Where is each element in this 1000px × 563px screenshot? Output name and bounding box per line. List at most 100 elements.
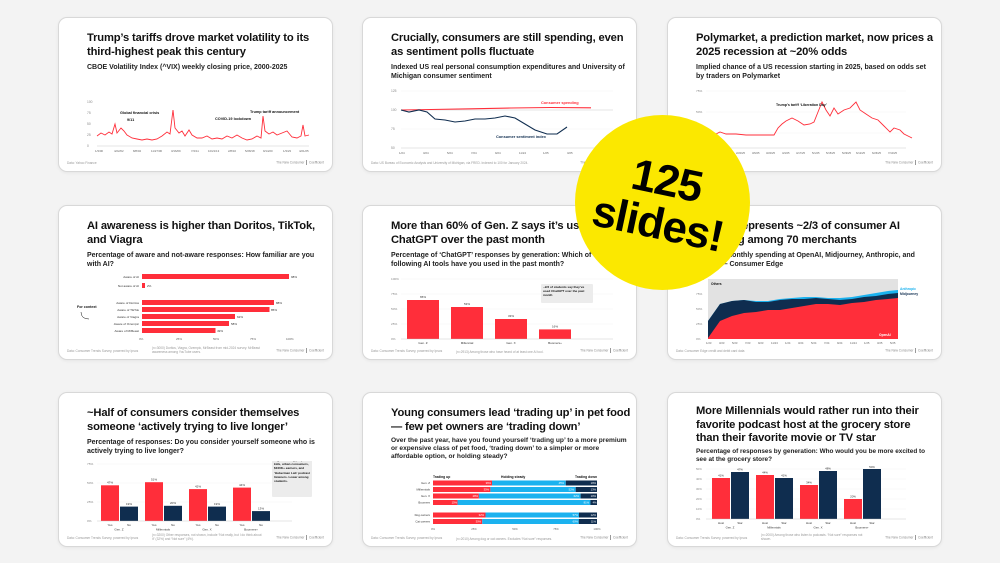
svg-text:2/20/25: 2/20/25	[736, 151, 745, 155]
slide-title: More Millennials would rather run into t…	[696, 405, 919, 444]
svg-text:7/23: 7/23	[745, 341, 751, 345]
slide-title: Trump’s tariffs drove market volatility …	[87, 32, 310, 58]
svg-text:Aware of Viagra: Aware of Viagra	[117, 315, 139, 319]
students-callout: ~2/3 of students say they’ve used ChatGP…	[543, 285, 585, 297]
svg-text:Others: Others	[711, 282, 722, 286]
svg-text:15%: 15%	[452, 501, 458, 505]
spending-line-chart: 125 100 75 50 Consumer spending Consumer se…	[391, 89, 613, 155]
svg-text:Boomers+: Boomers+	[548, 341, 562, 345]
svg-text:7/10/25: 7/10/25	[888, 151, 897, 155]
svg-text:60%: 60%	[573, 520, 579, 524]
slide-title: ~Half of consumers consider themselves s…	[87, 407, 300, 433]
svg-text:50%: 50%	[512, 527, 518, 531]
svg-text:2/8/16: 2/8/16	[228, 149, 236, 153]
svg-text:40%: 40%	[696, 477, 702, 481]
slide-subtitle: Over the past year, have you found yours…	[391, 437, 627, 460]
svg-text:16%: 16%	[552, 325, 558, 329]
svg-text:28%: 28%	[473, 494, 479, 498]
live-longer-bar-chart: 75%50%25%0% 47%19% 51%20% 42%19% 44%13% …	[87, 461, 312, 532]
svg-text:50%: 50%	[869, 466, 875, 469]
svg-text:10%: 10%	[591, 494, 597, 498]
svg-text:81%: 81%	[584, 501, 590, 505]
svg-text:19%: 19%	[591, 481, 597, 485]
svg-text:1/25: 1/25	[543, 151, 549, 155]
svg-text:50: 50	[87, 122, 91, 126]
svg-text:88%: 88%	[276, 301, 282, 305]
svg-text:53%: 53%	[464, 302, 470, 306]
svg-text:1/24: 1/24	[399, 151, 405, 155]
svg-text:11%: 11%	[591, 520, 597, 524]
slide-vix[interactable]: Trump’s tariffs drove market volatility …	[58, 17, 333, 172]
svg-text:1/25: 1/25	[864, 341, 870, 345]
svg-text:0%: 0%	[139, 337, 144, 341]
source-note: Data: Consumer Trends Survey, powered by…	[676, 536, 748, 540]
source-note: Data: Consumer Trends Survey, powered by…	[67, 349, 139, 353]
svg-text:125: 125	[391, 89, 397, 93]
svg-text:100: 100	[391, 108, 397, 112]
ai-awareness-bar-chart: Aware of AI Not aware of AI Aware of Dor…	[77, 274, 297, 341]
slide-pet-food[interactable]: Young consumers lead ‘trading up’ in pet…	[362, 392, 637, 547]
svg-text:Yes: Yes	[152, 523, 157, 527]
svg-text:34%: 34%	[806, 481, 812, 485]
slide-ai-awareness[interactable]: AI awareness is higher than Doritos, Tik…	[58, 205, 333, 360]
svg-text:45%: 45%	[559, 481, 565, 485]
svg-text:33%: 33%	[508, 314, 514, 318]
svg-text:Star: Star	[781, 521, 786, 525]
svg-text:47%: 47%	[107, 481, 113, 485]
svg-text:30%: 30%	[696, 487, 702, 491]
svg-text:Star: Star	[737, 521, 742, 525]
svg-text:20%: 20%	[170, 501, 176, 505]
svg-text:Gen. X: Gen. X	[506, 341, 515, 345]
svg-text:Aware of Doritos: Aware of Doritos	[116, 301, 139, 305]
slide-chatgpt-generation[interactable]: More than 60% of Gen. Z says it’s used C…	[362, 205, 637, 360]
svg-text:3/6/25: 3/6/25	[752, 151, 760, 155]
svg-text:44%: 44%	[762, 471, 768, 475]
sample-note: (n=3200) Other responses, not shown, inc…	[152, 533, 262, 541]
slide-openai-share[interactable]: OpenAI represents ~2/3 of consumer AI sp…	[667, 205, 942, 360]
svg-text:Gen. Z: Gen. Z	[418, 341, 427, 345]
svg-text:1/24: 1/24	[785, 341, 791, 345]
slide-podcast-host[interactable]: More Millennials would rather run into t…	[667, 392, 942, 547]
slide-title: More than 60% of Gen. Z says it’s used C…	[391, 220, 592, 246]
svg-text:5/28/18: 5/28/18	[245, 149, 255, 153]
pet-food-stacked-bar-chart: Trading up Holding steady Trading down Gen…	[415, 475, 602, 531]
svg-text:8/8/04: 8/8/04	[133, 149, 141, 153]
svg-text:Gen. Z: Gen. Z	[726, 526, 735, 530]
svg-text:47%: 47%	[737, 468, 743, 472]
svg-text:3/16/09: 3/16/09	[171, 149, 181, 153]
svg-text:100: 100	[87, 100, 93, 104]
recession-odds-chart: 75%50%25% Trump’s tariff ‘Liberation Day…	[696, 89, 913, 155]
svg-text:58%: 58%	[231, 322, 237, 326]
sample-note: (n=2913) Among those who have heard of a…	[456, 350, 544, 354]
svg-text:11/24: 11/24	[519, 151, 526, 155]
svg-text:4/3/25: 4/3/25	[782, 151, 790, 155]
source-note: Data: Consumer Trends Survey, powered by…	[371, 536, 443, 540]
svg-text:41%: 41%	[718, 474, 724, 478]
svg-text:Boomers+: Boomers+	[244, 528, 258, 532]
svg-text:100%: 100%	[391, 277, 399, 281]
podcast-host-bar-chart: 50% 40% 30% 20% 10% 0% 41% 47% 44% 41% 34% 48% 2…	[696, 466, 906, 530]
svg-text:6/26/25: 6/26/25	[872, 151, 881, 155]
svg-text:11/24: 11/24	[850, 341, 857, 345]
svg-text:75: 75	[391, 127, 395, 131]
svg-text:75%: 75%	[696, 89, 702, 93]
svg-text:32%: 32%	[479, 513, 485, 517]
for-context-label: For context	[77, 305, 97, 309]
svg-text:36%: 36%	[486, 481, 492, 485]
annotation-911: 9/11	[127, 118, 134, 122]
svg-text:25%: 25%	[471, 527, 477, 531]
slide-spending-sentiment[interactable]: Crucially, consumers are still spending,…	[362, 17, 637, 172]
sample-note: (n=2000) Among those who listen to podca…	[761, 533, 863, 541]
svg-text:4/21/25: 4/21/25	[299, 149, 309, 153]
svg-text:5/24: 5/24	[811, 341, 817, 345]
svg-text:Aware of AI: Aware of AI	[123, 275, 139, 279]
svg-text:25%: 25%	[87, 500, 93, 504]
slide-live-longer[interactable]: ~Half of consumers consider themselves s…	[58, 392, 333, 547]
svg-text:50%: 50%	[213, 337, 219, 341]
slide-polymarket[interactable]: Polymarket, a prediction market, now pri…	[667, 17, 942, 172]
slide-subtitle: Share of monthly spending at OpenAI, Mid…	[696, 252, 915, 268]
svg-text:49%: 49%	[217, 329, 223, 333]
svg-text:13%: 13%	[591, 488, 597, 492]
annotation-gfc: Global financial crisis	[120, 111, 159, 115]
